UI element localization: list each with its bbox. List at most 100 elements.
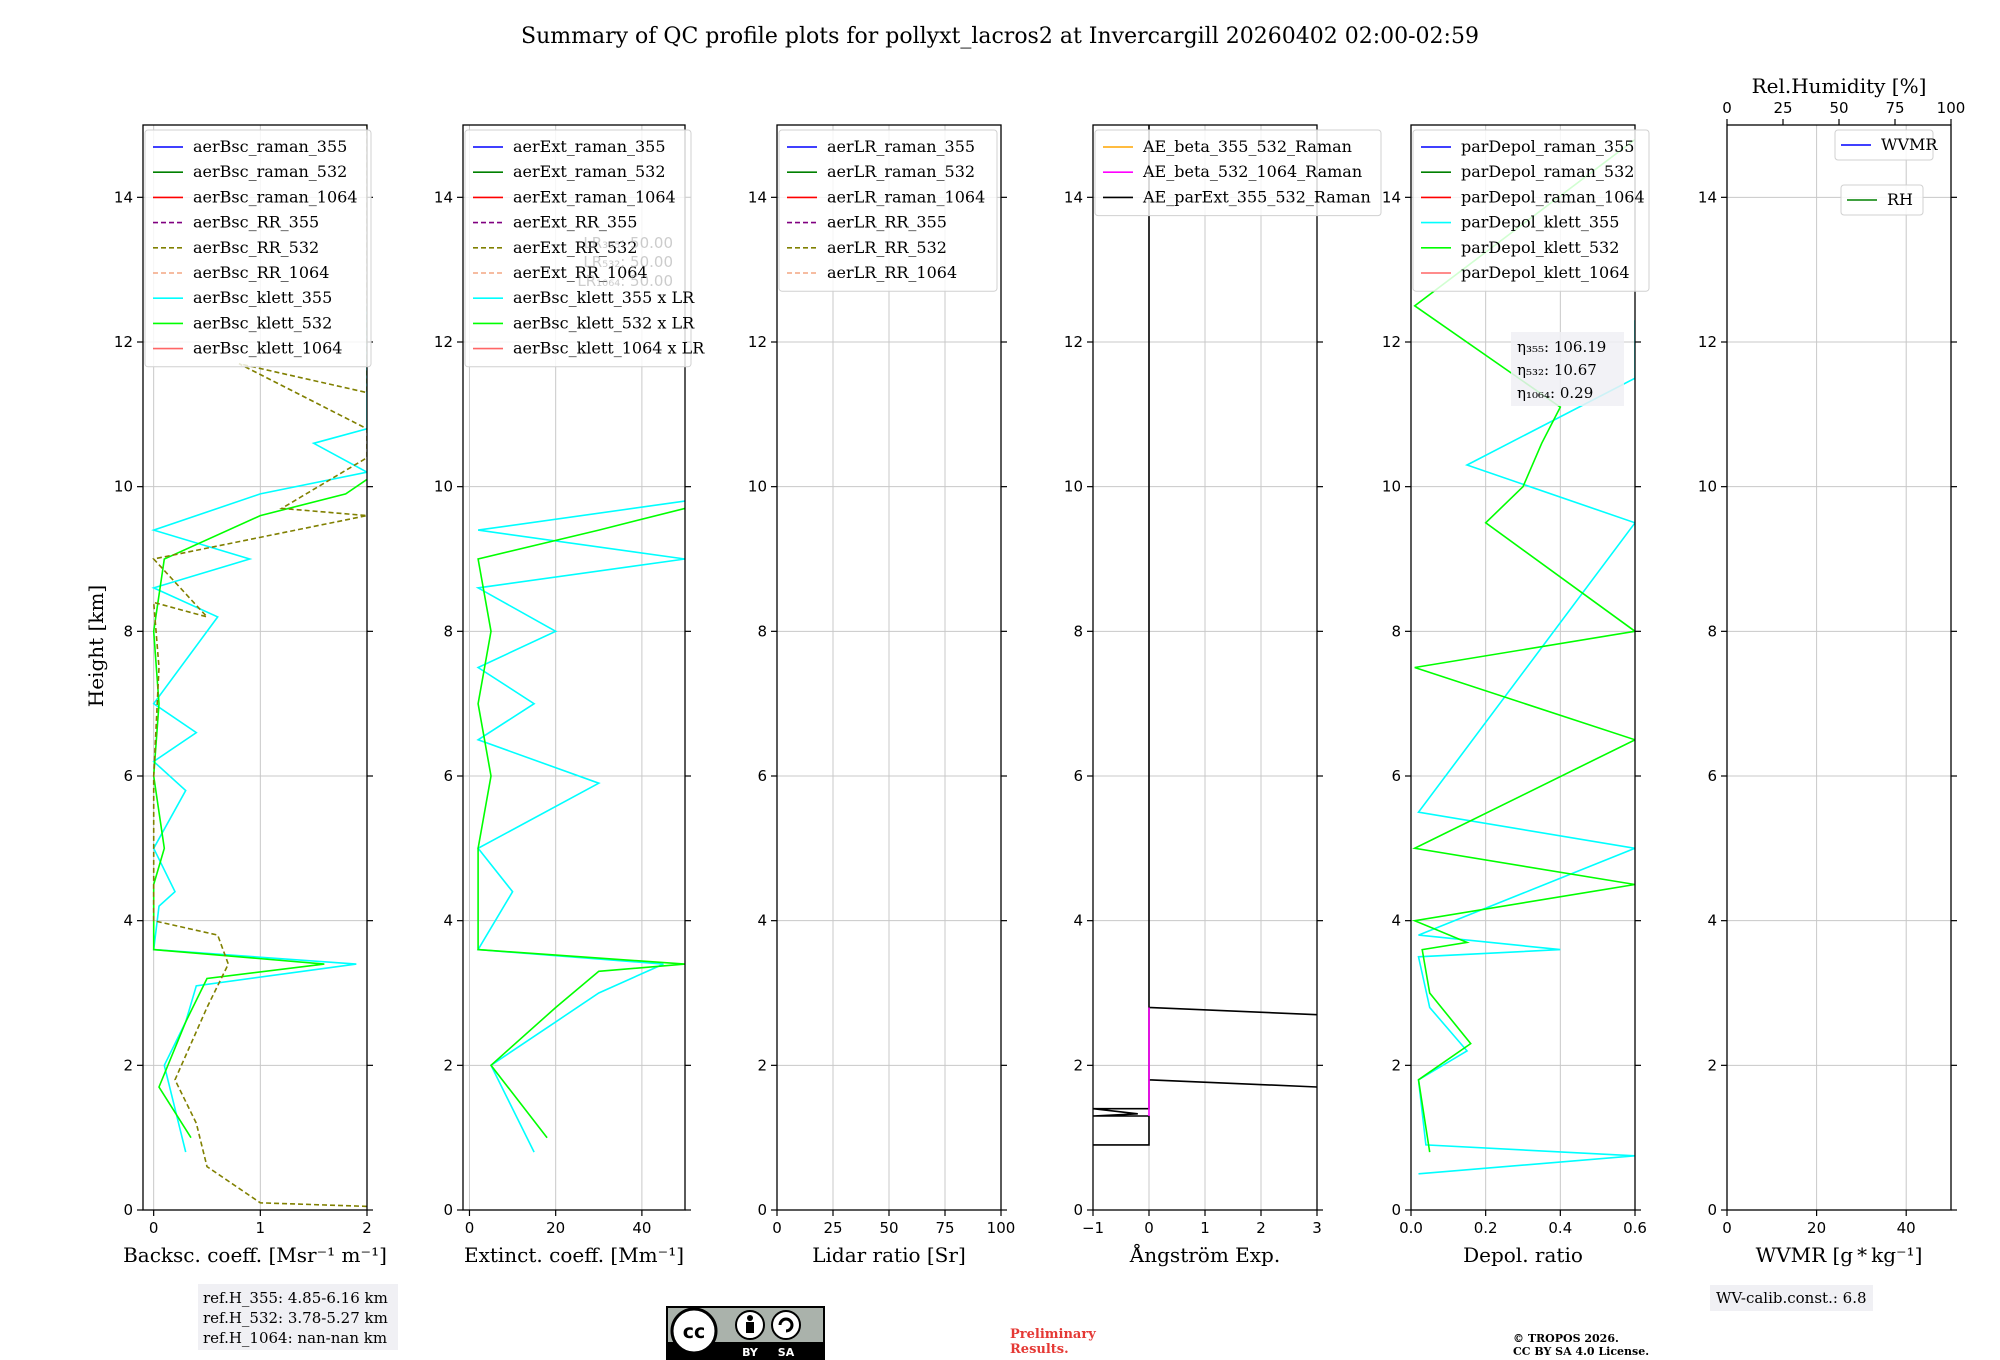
eta-background <box>1511 332 1624 406</box>
sa-text: SA <box>778 1346 795 1359</box>
figure-title: Summary of QC profile plots for pollyxt_… <box>521 24 1479 49</box>
y-tick-label: 6 <box>1073 767 1083 785</box>
y-tick-label: 2 <box>757 1056 767 1074</box>
axes-frame <box>1092 124 1318 1211</box>
y-tick-label: 12 <box>1698 333 1717 351</box>
legend-label: parDepol_klett_1064 <box>1461 263 1630 282</box>
legend-box <box>1840 184 1924 216</box>
lr-label: LR₅₃₂: 50.00 <box>583 253 673 271</box>
y-tick-label: 4 <box>1073 912 1083 930</box>
legend-box <box>1094 129 1382 217</box>
y-tick-label: 10 <box>114 478 133 496</box>
y-tick-label: 0 <box>443 1201 453 1219</box>
x-tick-label: 0 <box>465 1219 475 1237</box>
series-line <box>477 507 685 1139</box>
x-axis-label: Lidar ratio [Sr] <box>812 1243 966 1267</box>
legend: parDepol_raman_355 parDepol_raman_532 parD… <box>1412 129 1650 292</box>
lr-label: LR₁₀₆₄: 50.00 <box>577 272 673 290</box>
legend-label: aerBsc_RR_532 <box>193 238 319 257</box>
legend-label: aerBsc_RR_355 <box>193 213 319 232</box>
legend-label: aerBsc_klett_355 <box>193 288 332 307</box>
legend-label: aerExt_RR_355 <box>513 213 637 232</box>
legend-box <box>778 129 998 292</box>
top-tick-label: 0 <box>1722 99 1732 117</box>
legend-box <box>1834 129 1934 161</box>
y-tick-label: 2 <box>123 1056 133 1074</box>
y-tick-label: 0 <box>757 1201 767 1219</box>
copyright-line-2: CC BY SA 4.0 License. <box>1513 1345 1649 1358</box>
legend: aerExt_raman_355 aerExt_raman_532 aerExt_r… <box>464 129 705 368</box>
wv-calib-text: WV-calib.const.: 6.8 <box>1716 1289 1867 1307</box>
x-tick-label: −1 <box>1082 1219 1104 1237</box>
y-tick-label: 8 <box>1707 622 1717 640</box>
y-tick-label: 14 <box>1698 188 1717 206</box>
series-line <box>475 500 685 1153</box>
ref-heights-box: ref.H_355: 4.85-6.16 km ref.H_532: 3.78-… <box>198 1284 398 1350</box>
x-tick-label: 40 <box>1897 1219 1916 1237</box>
axes-frame <box>776 124 1002 1211</box>
legend-label: aerBsc_klett_355 x LR <box>513 288 695 307</box>
y-tick-label: 12 <box>748 333 767 351</box>
legend-label: aerBsc_klett_532 x LR <box>513 313 695 332</box>
legend: AE_beta_355_532_Raman AE_beta_532_1064_Ra… <box>1094 129 1382 217</box>
top-tick-label: 100 <box>1937 99 1966 117</box>
legend-label: aerExt_RR_532 <box>513 238 637 257</box>
preliminary-line-1: Preliminary <box>1010 1327 1096 1342</box>
series-line <box>151 305 367 1153</box>
legend-label: aerExt_raman_532 <box>513 162 666 181</box>
legend-label: aerExt_raman_1064 <box>513 187 676 206</box>
series-line <box>1417 320 1635 1175</box>
cc-text: cc <box>683 1321 706 1343</box>
series-line <box>152 478 367 1139</box>
y-tick-label: 8 <box>1391 622 1401 640</box>
axes-frame <box>142 124 368 1211</box>
x-axis-label: WVMR [g * kg⁻¹] <box>1756 1243 1923 1267</box>
y-tick-label: 12 <box>1064 333 1083 351</box>
x-axis-label: Backsc. coeff. [Msr⁻¹ m⁻¹] <box>123 1243 387 1267</box>
y-tick-label: 10 <box>748 478 767 496</box>
y-tick-label: 8 <box>757 622 767 640</box>
x-axis-label: Extinct. coeff. [Mm⁻¹] <box>464 1243 684 1267</box>
legend-label: AE_beta_532_1064_Raman <box>1142 162 1362 181</box>
y-tick-label: 4 <box>443 912 453 930</box>
lr-label: LR₃₅₅: 50.00 <box>583 234 673 252</box>
legend: aerLR_raman_355 aerLR_raman_532 aerLR_rama… <box>778 129 998 292</box>
x-tick-label: 2 <box>362 1219 372 1237</box>
ref-height-532: ref.H_532: 3.78-5.27 km <box>203 1309 388 1327</box>
axes-frame <box>1726 124 1952 1211</box>
x-tick-label: 75 <box>935 1219 954 1237</box>
legend-label: aerBsc_klett_1064 x LR <box>513 339 705 358</box>
x-tick-label: 25 <box>823 1219 842 1237</box>
legend-label: aerLR_raman_532 <box>827 162 975 181</box>
legend-label: parDepol_raman_355 <box>1461 137 1634 156</box>
y-tick-label: 6 <box>443 767 453 785</box>
extinction-panel: 0 20 40 0 2 4 6 8 10 12 14 Extinct. coeff. [Mm⁻¹] ae… <box>434 124 705 1267</box>
series-group <box>1093 125 1317 1146</box>
legend: aerBsc_raman_355 aerBsc_raman_532 aerBsc_r… <box>144 129 372 368</box>
x-tick-label: 40 <box>632 1219 651 1237</box>
legend-label: aerBsc_RR_1064 <box>193 263 329 282</box>
x-tick-label: 20 <box>546 1219 565 1237</box>
y-tick-label: 0 <box>1073 1201 1083 1219</box>
top-tick-label: 75 <box>1885 99 1904 117</box>
y-tick-label: 8 <box>443 622 453 640</box>
y-tick-label: 14 <box>1064 188 1083 206</box>
y-tick-label: 12 <box>114 333 133 351</box>
eta-box: η₃₅₅: 106.19 η₅₃₂: 10.67 η₁₀₆₄: 0.29 <box>1511 332 1624 406</box>
y-tick-label: 8 <box>123 622 133 640</box>
cc-license-badge: cc BY SA <box>666 1306 825 1360</box>
axes-frame <box>1410 124 1636 1211</box>
eta-label: η₅₃₂: 10.67 <box>1517 361 1597 379</box>
by-text: BY <box>742 1346 759 1359</box>
y-tick-label: 2 <box>1707 1056 1717 1074</box>
eta-label: η₁₀₆₄: 0.29 <box>1517 384 1593 402</box>
x-tick-label: 0 <box>1722 1219 1732 1237</box>
x-tick-label: 0 <box>772 1219 782 1237</box>
x-tick-label: 3 <box>1312 1219 1322 1237</box>
wv-calib-box: WV-calib.const.: 6.8 <box>1710 1285 1873 1311</box>
legend-entry: RH <box>1840 184 1924 216</box>
depol-panel: 0.0 0.2 0.4 0.6 0 2 4 6 8 10 12 14 Depol. ratio parDe… <box>1382 124 1650 1267</box>
legend-label: aerBsc_raman_1064 <box>193 187 358 206</box>
